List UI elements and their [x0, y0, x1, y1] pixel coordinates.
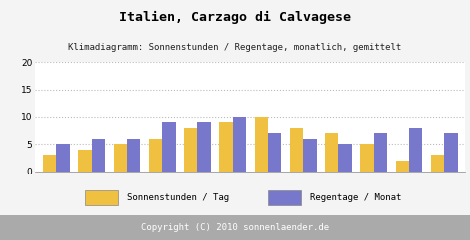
Bar	[78, 150, 92, 172]
Bar	[162, 122, 176, 172]
Text: Sonnenstunden / Tag: Sonnenstunden / Tag	[127, 192, 229, 202]
Bar	[92, 139, 105, 172]
Bar	[303, 139, 317, 172]
Bar	[127, 139, 141, 172]
Bar	[396, 161, 409, 172]
Bar	[219, 122, 233, 172]
Bar	[444, 133, 458, 172]
Bar	[325, 133, 338, 172]
Bar	[374, 133, 387, 172]
Bar	[184, 128, 197, 172]
Bar	[85, 190, 118, 205]
Bar	[149, 139, 162, 172]
Text: Klimadiagramm: Sonnenstunden / Regentage, monatlich, gemittelt: Klimadiagramm: Sonnenstunden / Regentage…	[68, 43, 402, 52]
Bar	[268, 133, 282, 172]
Bar	[197, 122, 211, 172]
Text: Copyright (C) 2010 sonnenlaender.de: Copyright (C) 2010 sonnenlaender.de	[141, 223, 329, 232]
Bar	[56, 144, 70, 172]
Bar	[233, 117, 246, 172]
Text: Regentage / Monat: Regentage / Monat	[310, 192, 401, 202]
Bar	[268, 190, 301, 205]
Bar	[338, 144, 352, 172]
Bar	[43, 155, 56, 172]
Bar	[409, 128, 423, 172]
Bar	[360, 144, 374, 172]
Bar	[290, 128, 303, 172]
Text: Italien, Carzago di Calvagese: Italien, Carzago di Calvagese	[119, 11, 351, 24]
Bar	[114, 144, 127, 172]
Bar	[431, 155, 444, 172]
Bar	[255, 117, 268, 172]
